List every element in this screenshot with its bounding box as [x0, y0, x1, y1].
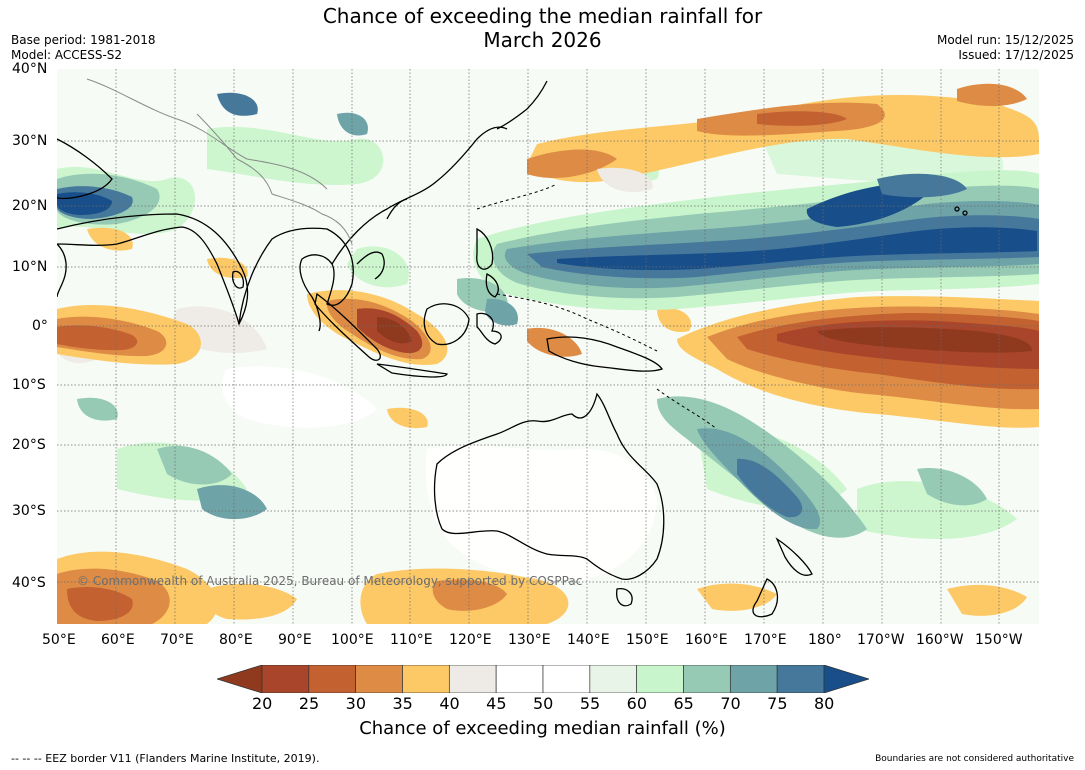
title-line-1: Chance of exceeding the median rainfall …: [322, 4, 763, 28]
colorbar-segment: [261, 665, 310, 693]
colorbar-tick-label: 45: [486, 694, 507, 713]
colorbar-tick-label: 65: [673, 694, 694, 713]
colorbar-tick-label: 75: [767, 694, 788, 713]
lon-label-170e: 170°E: [744, 632, 787, 648]
colorbar-segment: [308, 665, 357, 693]
lat-label-20n: 20°N: [12, 198, 48, 214]
colorbar-tick-label: 20: [252, 694, 273, 713]
eez-borders: [476, 183, 718, 430]
lon-label-160w: 160°W: [916, 632, 964, 648]
base-period: Base period: 1981-2018: [11, 33, 156, 47]
title-line-2: March 2026: [483, 28, 602, 52]
lon-label-170w: 170°W: [857, 632, 905, 648]
lat-label-30s: 30°S: [12, 503, 46, 519]
lon-label-130e: 130°E: [508, 632, 551, 648]
lat-label-10n: 10°N: [12, 259, 48, 275]
colorbar-segment: [589, 665, 638, 693]
dry-regions: [57, 83, 1039, 624]
lon-label-160e: 160°E: [685, 632, 728, 648]
lat-label-20s: 20°S: [12, 437, 46, 453]
colorbar-low-arrow: [217, 665, 263, 693]
lat-label-30n: 30°N: [12, 133, 48, 149]
colorbar-segment: [683, 665, 731, 693]
lon-label-90e: 90°E: [278, 632, 312, 648]
lon-label-140e: 140°E: [567, 632, 610, 648]
lon-label-180: 180°: [808, 632, 842, 648]
lon-label-150e: 150°E: [626, 632, 669, 648]
colorbar-segment: [776, 665, 825, 693]
colorbar-segment: [542, 665, 591, 693]
meta-right: Model run: 15/12/2025 Issued: 17/12/2025: [937, 33, 1074, 63]
lon-label-70e: 70°E: [160, 632, 194, 648]
lon-label-80e: 80°E: [219, 632, 253, 648]
wet-regions: [57, 92, 1039, 538]
colorbar-segment: [448, 665, 497, 693]
colorbar-tick-label: 50: [533, 694, 554, 713]
colorbar-tick-label: 60: [626, 694, 648, 713]
neutral-regions: [222, 167, 657, 581]
coastlines: [57, 80, 968, 618]
map-title: Chance of exceeding the median rainfall …: [0, 4, 1085, 52]
model-name: Model: ACCESS-S2: [11, 48, 123, 62]
country-borders: [86, 78, 353, 245]
lat-label-10s: 10°S: [12, 377, 46, 393]
colorbar-tick-label: 35: [392, 694, 413, 713]
lon-label-120e: 120°E: [449, 632, 492, 648]
colorbar-segment: [729, 665, 778, 693]
colorbar-label: Chance of exceeding median rainfall (%): [359, 718, 726, 739]
colorbar-segment: [355, 665, 403, 693]
lat-label-40s: 40°S: [12, 575, 46, 591]
colorbar-tick-label: 40: [439, 694, 460, 713]
colorbar-high-arrow: [823, 665, 869, 693]
colorbar-tick-label: 70: [720, 694, 741, 713]
lon-label-150w: 150°W: [975, 632, 1023, 648]
colorbar-segment: [495, 665, 544, 693]
colorbar-segment: [402, 665, 450, 693]
colorbar-tick-label: 30: [345, 694, 367, 713]
lon-label-60e: 60°E: [101, 632, 135, 648]
lat-label-0: 0°: [32, 318, 48, 334]
copyright-notice: © Commonwealth of Australia 2025, Bureau…: [77, 574, 583, 588]
issued-date: Issued: 17/12/2025: [958, 48, 1074, 62]
colorbar-segments: [261, 665, 825, 693]
lon-label-110e: 110°E: [390, 632, 433, 648]
boundaries-disclaimer: Boundaries are not considered authoritat…: [875, 754, 1074, 764]
eez-legend-note: -- -- -- EEZ border V11 (Flanders Marine…: [11, 752, 320, 765]
graticule: [57, 69, 1039, 624]
model-run: Model run: 15/12/2025: [936, 33, 1074, 47]
colorbar-tick-label: 25: [298, 694, 320, 713]
meta-left: Base period: 1981-2018 Model: ACCESS-S2: [11, 33, 156, 63]
colorbar-segment: [636, 665, 684, 693]
colorbar: [217, 665, 869, 693]
lon-label-100e: 100°E: [331, 632, 374, 648]
colorbar-tick-label: 80: [814, 694, 835, 713]
lon-label-50e: 50°E: [42, 632, 76, 648]
lat-label-40n: 40°N: [12, 61, 48, 77]
rainfall-map: [57, 69, 1039, 624]
colorbar-tick-label: 55: [579, 694, 601, 713]
